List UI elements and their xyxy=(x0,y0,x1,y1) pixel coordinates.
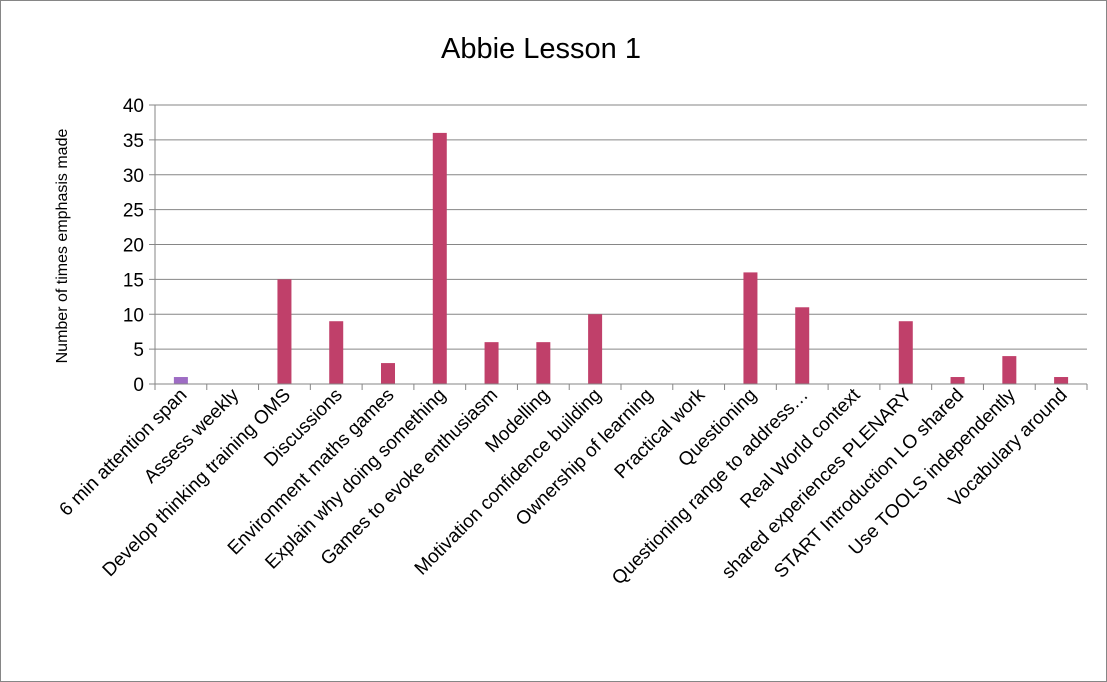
y-tick-label: 0 xyxy=(133,375,144,396)
gridlines xyxy=(155,104,1087,350)
bar xyxy=(950,377,965,384)
bar xyxy=(795,307,810,384)
bar xyxy=(329,321,344,384)
x-tick-label: Develop thinking training OMS xyxy=(99,385,295,581)
bar xyxy=(536,342,551,384)
y-tick-label: 30 xyxy=(123,166,144,187)
y-tick-label: 35 xyxy=(123,131,144,152)
bar xyxy=(898,321,913,384)
bars xyxy=(173,132,1069,384)
axes: 0 5 10 15 20 25 30 35 40 xyxy=(123,96,1088,396)
y-tick-label: 10 xyxy=(123,305,144,326)
y-tick-label: 5 xyxy=(133,340,144,361)
x-tick-label: Practical work xyxy=(611,384,710,483)
bar xyxy=(588,314,603,384)
y-axis-label: Number of times emphasis made xyxy=(54,129,71,364)
y-tick-label: 25 xyxy=(123,201,144,222)
bar xyxy=(1054,377,1069,384)
bar xyxy=(484,342,499,384)
x-tick-label: shared experiences PLENARY xyxy=(718,384,917,583)
chart-title: Abbie Lesson 1 xyxy=(441,33,641,65)
x-tick-label: Motivation confidence building xyxy=(411,385,606,580)
bar xyxy=(173,377,188,384)
bar xyxy=(743,272,758,384)
bar xyxy=(381,363,395,384)
x-tick-label: START Introduction LO shared xyxy=(770,385,968,583)
bar xyxy=(277,279,292,384)
bar xyxy=(432,132,447,384)
bar xyxy=(1002,356,1017,384)
y-tick-label: 40 xyxy=(123,96,144,117)
y-tick-label: 20 xyxy=(123,236,144,257)
y-tick-label: 15 xyxy=(123,270,144,291)
